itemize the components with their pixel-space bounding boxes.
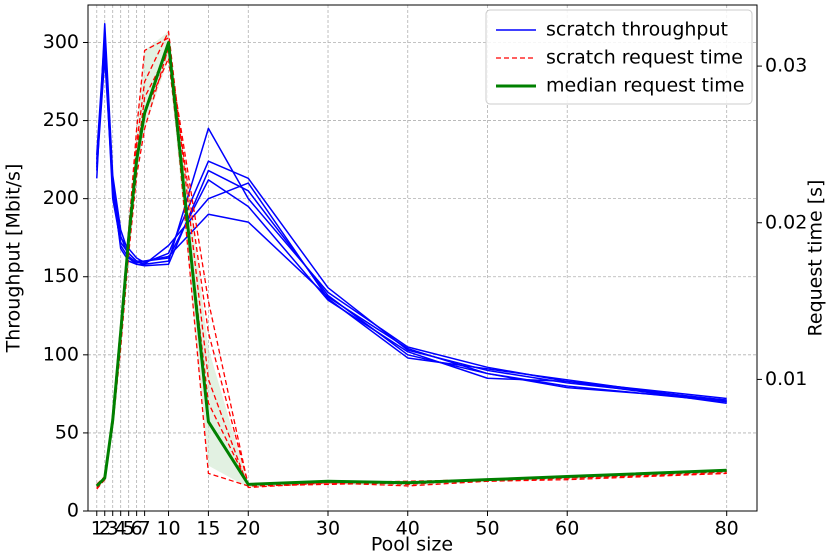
x-tick-label: 4 xyxy=(115,518,127,540)
x-tick-label: 10 xyxy=(156,518,180,540)
series-line xyxy=(95,41,727,488)
x-tick-label: 2 xyxy=(99,518,111,540)
y2-tick-label: 0.01 xyxy=(765,368,807,390)
legend-label: scratch request time xyxy=(546,47,743,69)
x-tick-label: 80 xyxy=(715,518,739,540)
x-tick-label: 30 xyxy=(316,518,340,540)
y2-tick-label: 0.02 xyxy=(765,211,807,233)
y2-axis-label: Request time [s] xyxy=(805,180,827,337)
x-tick-label: 50 xyxy=(475,518,499,540)
y-tick-label: 0 xyxy=(67,500,79,522)
x-axis-label: Pool size xyxy=(371,534,453,556)
plot-area xyxy=(95,22,727,490)
x-tick-label: 5 xyxy=(123,518,135,540)
y-tick-label: 50 xyxy=(55,421,79,443)
series-line xyxy=(96,30,727,489)
y-tick-label: 300 xyxy=(43,31,79,53)
y-tick-label: 100 xyxy=(43,343,79,365)
y-tick-label: 150 xyxy=(43,265,79,287)
x-tick-label: 60 xyxy=(555,518,579,540)
x-tick-label: 7 xyxy=(139,518,151,540)
legend-label: median request time xyxy=(546,75,744,97)
x-tick-label: 3 xyxy=(107,518,119,540)
y-axis-label: Throughput [Mbit/s] xyxy=(3,164,25,354)
y-tick-label: 200 xyxy=(43,187,79,209)
y2-tick-label: 0.03 xyxy=(765,55,807,77)
series-line xyxy=(96,37,727,401)
y-tick-label: 250 xyxy=(43,109,79,131)
x-tick-label: 40 xyxy=(396,518,420,540)
legend-label: scratch throughput xyxy=(546,19,728,41)
plot-frame xyxy=(87,4,758,512)
x-tick-label: 6 xyxy=(131,518,143,540)
x-tick-label: 1 xyxy=(91,518,103,540)
x-tick-label: 15 xyxy=(196,518,220,540)
x-tick-label: 20 xyxy=(236,518,260,540)
legend-box xyxy=(485,9,753,105)
series-line xyxy=(96,44,727,404)
